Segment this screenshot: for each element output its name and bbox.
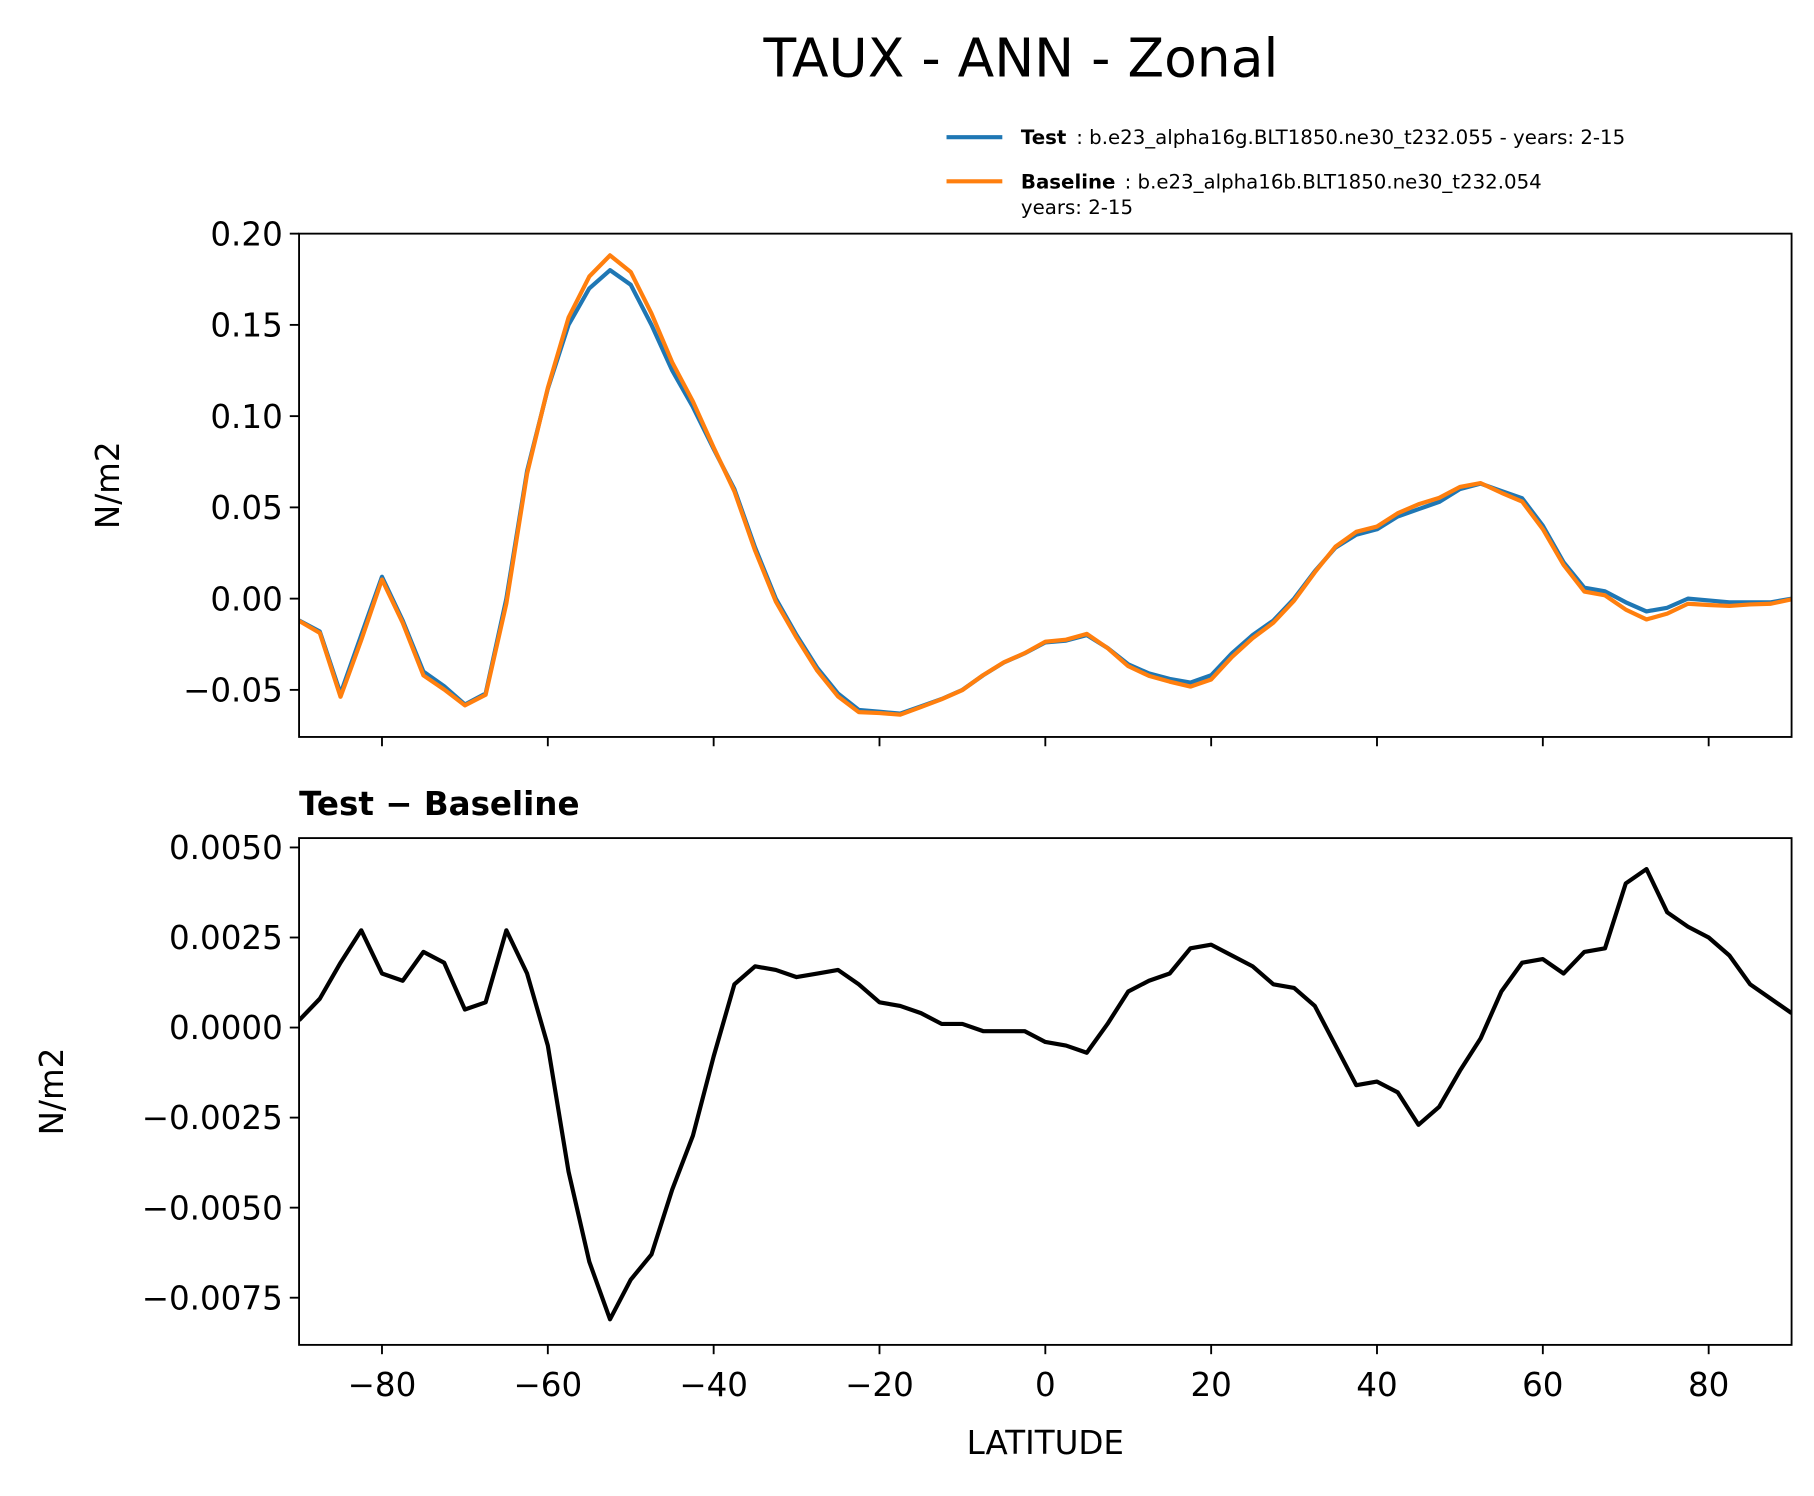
- y-tick-label: −0.0025: [142, 1099, 283, 1137]
- y-axis-label: N/m2: [89, 441, 127, 529]
- y-tick-label: 0.05: [210, 489, 282, 527]
- x-tick-label: −40: [679, 1366, 748, 1404]
- x-tick-label: −80: [348, 1366, 417, 1404]
- x-tick-label: −60: [513, 1366, 582, 1404]
- x-tick-label: 0: [1035, 1366, 1056, 1404]
- y-tick-label: 0.0025: [169, 919, 283, 957]
- x-tick-label: 60: [1522, 1366, 1563, 1404]
- data-line: [299, 866, 1792, 1322]
- figure-title: TAUX - ANN - Zonal: [762, 27, 1278, 90]
- legend-text: : b.e23_alpha16b.BLT1850.ne30_t232.054: [1125, 170, 1542, 193]
- legend-name: Test: [1021, 126, 1066, 149]
- y-tick-label: −0.05: [183, 671, 283, 709]
- y-tick-label: −0.0075: [142, 1279, 283, 1317]
- x-tick-label: 80: [1688, 1366, 1729, 1404]
- legend-text: : b.e23_alpha16g.BLT1850.ne30_t232.055 -…: [1076, 126, 1625, 149]
- x-tick-label: −20: [845, 1366, 914, 1404]
- x-axis-label: LATITUDE: [967, 1424, 1124, 1462]
- legend-name: Baseline: [1021, 170, 1116, 193]
- y-tick-label: 0.10: [210, 398, 282, 436]
- axes-frame: [298, 837, 1793, 1346]
- y-tick-label: 0.15: [210, 307, 282, 345]
- y-tick-label: 0.0000: [169, 1009, 283, 1047]
- x-tick-label: 40: [1356, 1366, 1397, 1404]
- axes-title: Test − Baseline: [299, 785, 579, 823]
- y-axis-label: N/m2: [33, 1048, 71, 1136]
- legend-text: years: 2-15: [1021, 196, 1133, 219]
- data-line: [299, 253, 1792, 717]
- y-tick-label: 0.0050: [169, 829, 283, 867]
- y-tick-label: 0.00: [210, 580, 282, 618]
- y-tick-label: −0.0050: [142, 1189, 283, 1227]
- x-tick-label: 20: [1190, 1366, 1231, 1404]
- y-tick-label: 0.20: [210, 215, 282, 253]
